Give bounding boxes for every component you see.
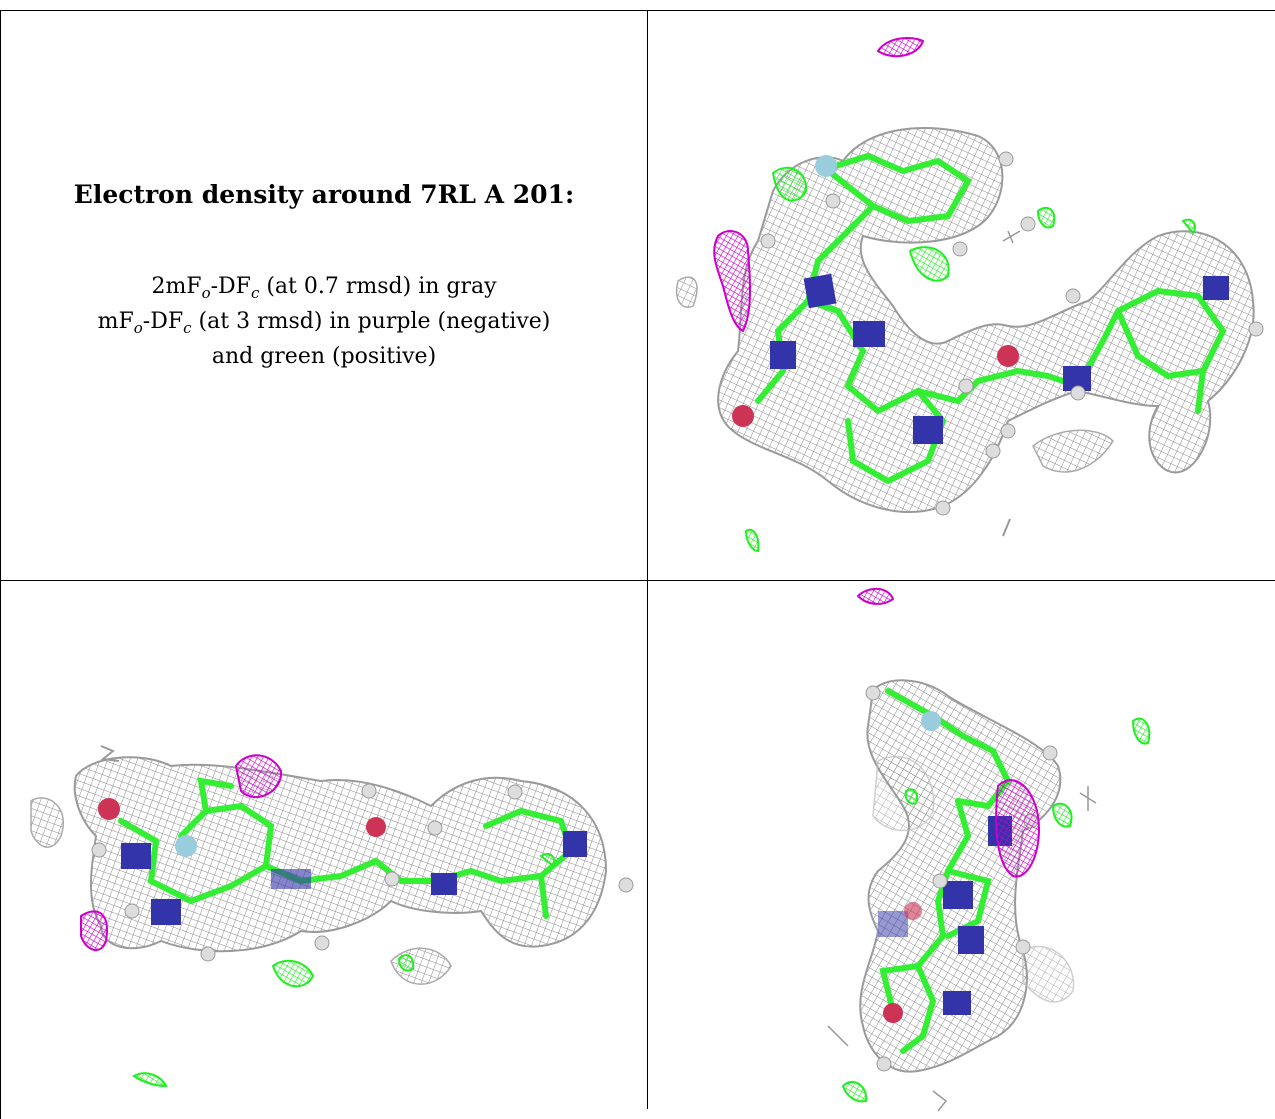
density-image-1 (648, 11, 1275, 580)
caption-line-2fofc: 2mFo-DFc (at 0.7 rmsd) in gray (1, 269, 647, 304)
line2-mid: -DF (143, 309, 183, 334)
line1-pre: 2mF (151, 274, 201, 299)
density-view-top-right (648, 11, 1275, 580)
density-image-3 (648, 581, 1275, 1119)
density-view-bottom-left (1, 581, 647, 1119)
density-view-bottom-right (648, 581, 1275, 1119)
line1-sub1: o (202, 284, 211, 302)
caption-title: Electron density around 7RL A 201: (1, 179, 647, 211)
density-image-2 (1, 581, 647, 1119)
line2-sub2: c (183, 319, 191, 337)
caption-line-fofc: mFo-DFc (at 3 rmsd) in purple (negative) (1, 304, 647, 339)
caption-cell: Electron density around 7RL A 201: 2mFo-… (1, 11, 647, 580)
line1-mid: -DF (211, 274, 251, 299)
line2-post: (at 3 rmsd) in purple (negative) (192, 309, 551, 334)
caption: Electron density around 7RL A 201: 2mFo-… (1, 179, 647, 374)
line1-post: (at 0.7 rmsd) in gray (259, 274, 496, 299)
caption-line-colors: and green (positive) (1, 339, 647, 374)
line2-sub1: o (134, 319, 143, 337)
line2-pre: mF (98, 309, 134, 334)
